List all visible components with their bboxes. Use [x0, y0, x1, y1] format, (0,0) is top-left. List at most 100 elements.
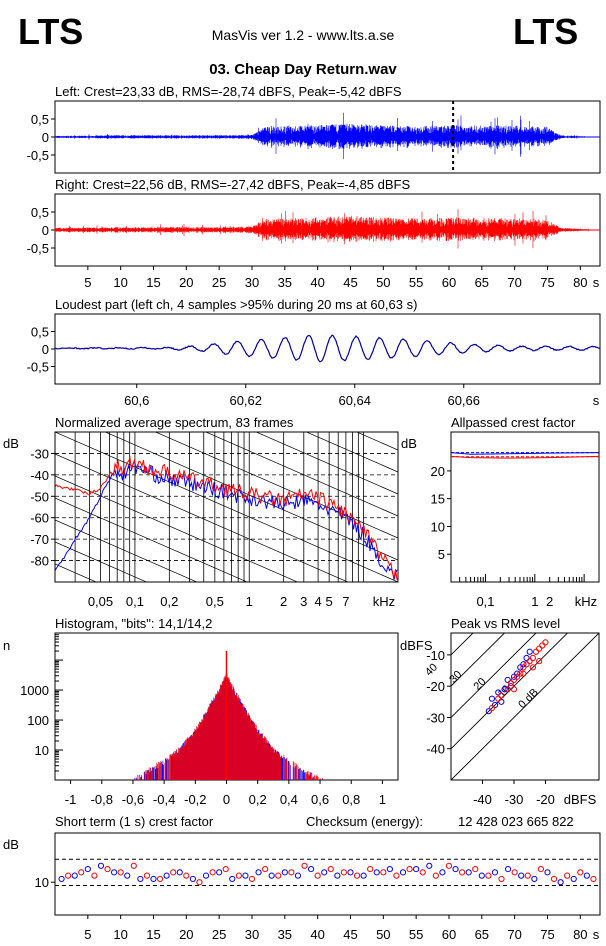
peak-rms-crest-label: 30 [447, 669, 464, 686]
checksum-label: Checksum (energy): [306, 814, 423, 829]
short-crest-point-red [235, 872, 242, 879]
short-crest-point-blue [176, 869, 183, 876]
peak-rms-title: Peak vs RMS level [451, 616, 560, 631]
allpassed-ytick-label: 15 [431, 492, 445, 507]
allpassed-frame [450, 431, 600, 583]
short-crest-point-blue [399, 869, 407, 876]
short-crest-xtick-label: 25 [212, 927, 226, 942]
spectrum-xtick-label: 0,2 [160, 594, 178, 609]
short-crest-point-blue [216, 869, 223, 876]
peak-rms-point-red [514, 673, 521, 680]
short-crest-xtick-label: 40 [310, 927, 324, 942]
waveform-right-xtick-label: 10 [113, 275, 127, 290]
histogram-series-red [133, 672, 323, 780]
short-crest-point-red [537, 865, 545, 873]
short-crest-point-red [156, 875, 164, 883]
spectrum-xtick-label: 1 [246, 594, 253, 609]
peak-rms-point-red [532, 648, 540, 655]
peak-rms-point-red [529, 654, 536, 662]
peak-rms-point-red [507, 679, 514, 687]
peak-rms-xtick-label: -30 [505, 792, 524, 807]
waveform-right-xtick-label: 20 [179, 275, 193, 290]
spectrum-xtick-label: 5 [326, 594, 333, 609]
short-crest-point-red [327, 865, 334, 873]
charts: Left: Crest=23,33 dB, RMS=-28,74 dBFS, P… [3, 84, 601, 942]
spectrum-title: Normalized average spectrum, 83 frames [55, 415, 294, 430]
peak-rms-point-blue [514, 670, 521, 677]
spectrum-grid [55, 432, 398, 582]
short-crest-point-blue [137, 875, 144, 883]
peak-rms-point-red [495, 695, 502, 702]
allpassed-ytick-label: 20 [431, 464, 445, 479]
short-crest-point-red [301, 862, 308, 869]
peak-rms-point-blue [526, 648, 533, 655]
allpassed-xtick-label: 0,1 [476, 594, 494, 609]
app-title: MasVis ver 1.2 - www.lts.a.se [212, 27, 395, 43]
short-crest-point-red [275, 872, 282, 879]
short-crest-xtick-label: 60 [442, 927, 456, 942]
waveform-right-xtick-label: 15 [146, 275, 160, 290]
short-crest-point-red [485, 872, 492, 879]
short-crest-point-blue [557, 879, 564, 886]
short-crest-ytick-label: 10 [35, 875, 49, 890]
peak-rms-point-red [536, 645, 543, 652]
peak-rms-point-blue [520, 661, 527, 668]
waveform-right-xtick-label: 70 [507, 275, 521, 290]
loudest-part-title: Loudest part (left ch, 4 samples >95% du… [55, 297, 417, 312]
waveform-right-xunit: s [593, 275, 600, 290]
waveform-right-xtick-label: 60 [442, 275, 456, 290]
peak-rms-point-red [498, 692, 505, 699]
short-crest-xtick-label: 45 [343, 927, 357, 942]
short-crest-point-blue [242, 872, 249, 879]
short-crest-point-red [367, 865, 374, 873]
peak-rms-crest-label: 0 dB [516, 687, 540, 711]
loudest-part-ytick-label: -0,5 [27, 360, 49, 375]
peak-rms-point-red [488, 704, 496, 712]
loudest-part-ytick-label: 0,5 [31, 325, 49, 340]
peak-rms-ytick-label: -30 [426, 710, 445, 725]
short-crest-point-blue [84, 865, 91, 873]
short-crest-point-red [472, 865, 479, 873]
peak-rms-crest-label: 40 [423, 661, 440, 678]
short-crest-ylabel: dB [3, 837, 19, 852]
waveform-right-xtick-label: 35 [278, 275, 292, 290]
short-crest-point-red [104, 865, 111, 873]
histogram-xtick-label: -0,8 [91, 792, 113, 807]
short-crest-xtick-label: 30 [245, 927, 259, 942]
file-title: 03. Cheap Day Return.wav [209, 61, 397, 78]
allpassed-ytick-label: 5 [438, 547, 445, 562]
short-crest-point-red [590, 875, 597, 883]
loudest-part-frame [54, 313, 601, 385]
peak-rms-ytick-label: -20 [426, 679, 445, 694]
histogram-title: Histogram, "bits": 14,1/14,2 [55, 616, 212, 631]
peak-rms-point-red [517, 670, 524, 677]
spectrum-frame [54, 431, 399, 583]
peak-rms-point-blue [504, 676, 511, 684]
histogram-xtick-label: 0,8 [342, 792, 360, 807]
loudest-part-line [55, 334, 601, 363]
short-crest-xtick-label: 10 [113, 927, 127, 942]
histogram-xtick-label: 0,2 [249, 792, 267, 807]
waveform-left-ytick-label: -0,5 [27, 148, 49, 163]
short-crest-point-blue [189, 875, 196, 883]
spectrum-xtick-label: 4 [314, 594, 321, 609]
short-crest-point-blue [518, 872, 525, 879]
short-crest-point-red [288, 869, 295, 876]
histogram-xtick-label: 0,4 [280, 792, 298, 807]
logo-right: LTS [513, 11, 578, 52]
waveform-right-ytick-label: 0,5 [31, 205, 49, 220]
short-crest-point-red [524, 872, 531, 879]
peak-rms-point-blue [485, 708, 492, 715]
waveform-left-ytick-label: 0 [42, 130, 49, 145]
short-crest-point-blue [58, 875, 65, 883]
short-crest-point-blue [321, 869, 328, 876]
waveform-right-ytick-label: -0,5 [27, 241, 49, 256]
short-crest-point-red [314, 872, 321, 879]
peak-rms-point-blue [495, 689, 502, 696]
histogram-ytick-label: 100 [27, 713, 49, 728]
peak-rms-ytick-label: -40 [426, 742, 445, 757]
spectrum-ylabel: dB [3, 436, 19, 451]
peak-rms-frame [450, 632, 600, 781]
short-crest-point-red [65, 872, 72, 879]
peak-rms-ytick-label: -10 [426, 648, 445, 663]
